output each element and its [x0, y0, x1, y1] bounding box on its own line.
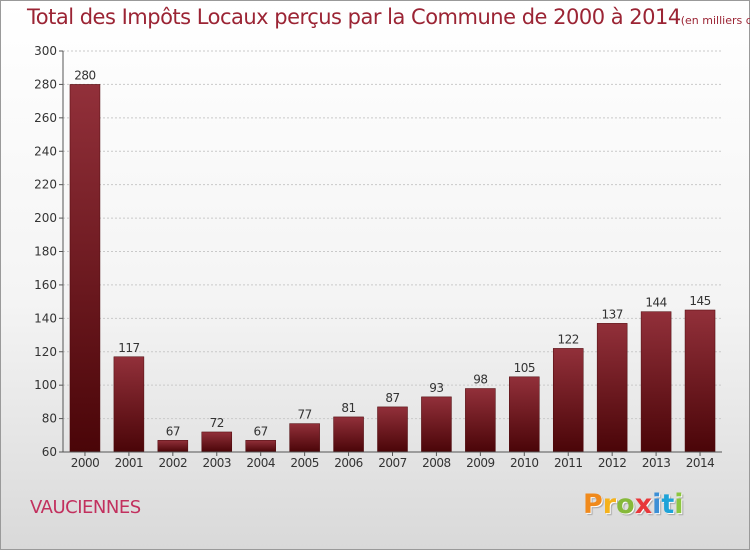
bar [245, 440, 276, 453]
x-tick-label: 2005 [290, 456, 319, 470]
bar [157, 440, 189, 453]
x-tick-label: 2009 [466, 456, 495, 470]
bar-value-label: 93 [429, 381, 443, 395]
x-tick-label: 2008 [422, 456, 451, 470]
y-tick-label: 280 [34, 77, 57, 91]
proxiti-logo[interactable]: Proxiti [583, 489, 684, 520]
bar-value-label: 144 [645, 296, 666, 310]
y-tick-label: 80 [42, 412, 57, 426]
y-tick-label: 160 [34, 278, 57, 292]
y-tick-label: 260 [34, 111, 57, 125]
logo-letter: x [634, 489, 653, 520]
bar [640, 311, 672, 453]
bar [596, 323, 628, 453]
x-tick-label: 2010 [510, 456, 539, 470]
logo-letter: i [674, 489, 684, 520]
bar-value-label: 67 [254, 424, 268, 438]
commune-name: VAUCIENNES [30, 497, 141, 518]
chart-unit: (en milliers d'€) [680, 14, 750, 27]
bar-value-label: 117 [118, 341, 139, 355]
logo-letter: r [602, 489, 617, 520]
y-tick-label: 180 [34, 245, 57, 259]
logo-letter: P [583, 489, 603, 520]
x-tick-label: 2006 [334, 456, 363, 470]
y-tick-label: 100 [34, 378, 57, 392]
bar-value-label: 137 [601, 307, 622, 321]
bar [509, 376, 540, 453]
bar [201, 431, 233, 453]
y-tick-label: 140 [34, 311, 57, 325]
bar-value-label: 87 [385, 391, 399, 405]
bar-value-label: 77 [297, 408, 311, 422]
x-tick-label: 2002 [159, 456, 188, 470]
bar-value-label: 98 [473, 373, 487, 387]
y-tick-label: 220 [34, 178, 57, 192]
x-tick-label: 2013 [642, 456, 671, 470]
chart-title-text: Total des Impôts Locaux perçus par la Co… [27, 5, 681, 29]
y-tick-label: 200 [34, 211, 57, 225]
bar [69, 84, 101, 453]
bar-value-label: 72 [210, 416, 224, 430]
bar [552, 348, 584, 453]
bar [377, 406, 408, 453]
x-tick-label: 2014 [686, 456, 715, 470]
x-tick-label: 2004 [246, 456, 275, 470]
bar-value-label: 122 [558, 332, 579, 346]
y-tick-label: 240 [34, 144, 57, 158]
chart-title: Total des Impôts Locaux perçus par la Co… [27, 5, 750, 29]
bar-value-label: 280 [74, 68, 95, 82]
bar-value-label: 81 [341, 401, 355, 415]
bar-value-label: 105 [514, 361, 535, 375]
x-tick-label: 2000 [71, 456, 100, 470]
x-tick-label: 2011 [554, 456, 583, 470]
bar-value-label: 145 [689, 294, 710, 308]
bar [421, 396, 452, 453]
bar [465, 388, 496, 453]
y-tick-label: 120 [34, 345, 57, 359]
bar [289, 423, 320, 453]
x-tick-label: 2012 [598, 456, 627, 470]
logo-letter: t [661, 489, 675, 520]
bar-value-label: 67 [166, 424, 180, 438]
bar [684, 309, 716, 453]
y-tick-label: 60 [42, 445, 57, 459]
bar [333, 416, 364, 453]
bar [113, 356, 145, 453]
logo-letter: i [652, 489, 662, 520]
x-tick-label: 2003 [202, 456, 231, 470]
logo-letter: o [616, 489, 635, 520]
x-tick-label: 2001 [115, 456, 144, 470]
x-tick-label: 2007 [378, 456, 407, 470]
y-tick-label: 300 [34, 44, 57, 58]
